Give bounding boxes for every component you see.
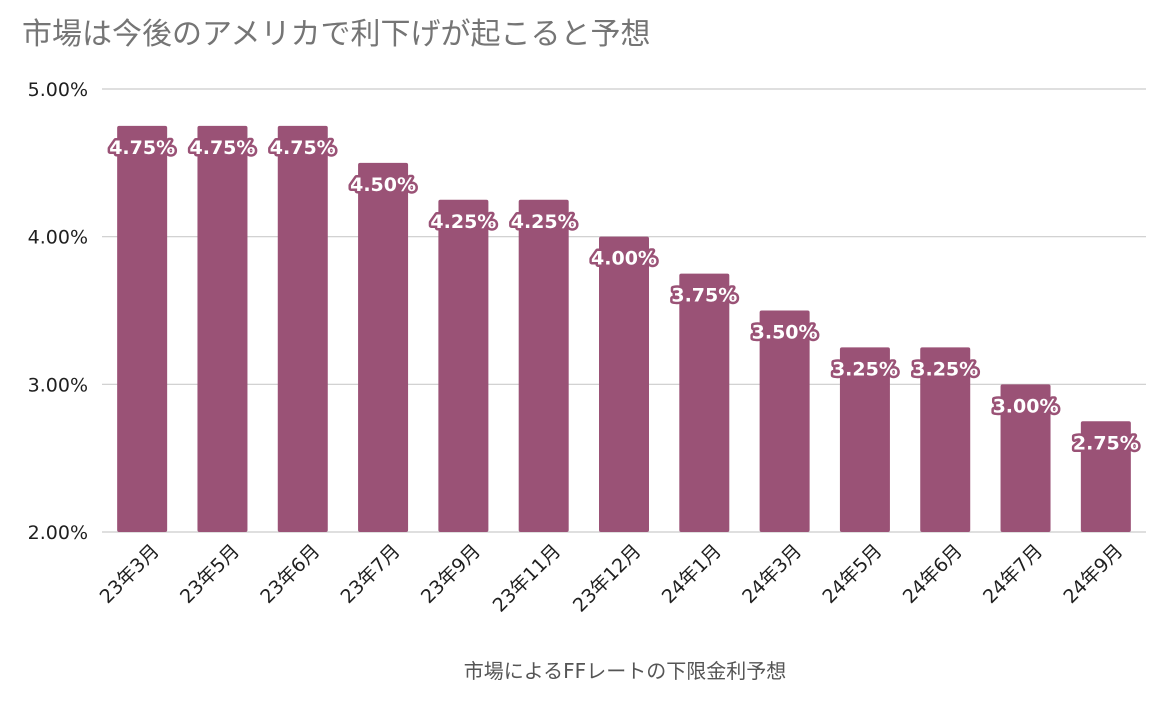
x-tick-label: 23年7月 bbox=[337, 540, 405, 608]
x-tick-label: 23年11月 bbox=[489, 540, 566, 617]
x-tick-label: 23年6月 bbox=[256, 540, 324, 608]
data-labels: 4.75% 4.75% 4.75% 4.50% 4.25% 4.25% 4.00% 3.75%… bbox=[107, 134, 1142, 456]
bar bbox=[1080, 421, 1131, 532]
bar bbox=[920, 347, 971, 532]
x-tick-label: 23年5月 bbox=[176, 540, 244, 608]
x-tick-label: 24年3月 bbox=[738, 540, 806, 608]
x-tick-label: 24年5月 bbox=[818, 540, 886, 608]
bar bbox=[277, 125, 328, 533]
data-label: 3.00% bbox=[993, 395, 1059, 417]
data-label: 3.25% bbox=[912, 358, 978, 380]
x-tick-label: 23年3月 bbox=[96, 540, 164, 608]
x-tick-label: 24年7月 bbox=[979, 540, 1047, 608]
data-label: 2.75% bbox=[1073, 432, 1139, 454]
data-label: 4.00% bbox=[591, 248, 657, 270]
chart-title: 市場は今後のアメリカで利下げが起こると予想 bbox=[22, 17, 651, 52]
bar bbox=[197, 125, 248, 533]
y-tick-label: 4.00% bbox=[28, 227, 88, 249]
data-label: 4.25% bbox=[511, 211, 577, 233]
bar bbox=[759, 310, 810, 532]
x-tick-label: 23年12月 bbox=[569, 540, 646, 617]
bar bbox=[518, 199, 569, 532]
x-axis-ticks: 23年3月 23年5月 23年6月 23年7月 23年9月 23年11月 23年12月 24年… bbox=[96, 540, 1128, 617]
y-tick-label: 5.00% bbox=[28, 79, 88, 101]
bar bbox=[117, 125, 168, 533]
bar bbox=[1000, 384, 1051, 532]
x-tick-label: 24年9月 bbox=[1059, 540, 1127, 608]
y-tick-label: 3.00% bbox=[28, 374, 88, 396]
bar bbox=[599, 236, 649, 532]
bars bbox=[117, 125, 1131, 533]
x-tick-label: 23年9月 bbox=[417, 540, 485, 608]
data-label: 3.50% bbox=[752, 322, 818, 344]
x-tick-label: 24年6月 bbox=[899, 540, 967, 608]
x-tick-label: 24年1月 bbox=[658, 540, 726, 608]
bar bbox=[358, 162, 409, 533]
y-tick-label: 2.00% bbox=[28, 522, 88, 544]
bar bbox=[438, 199, 489, 532]
data-label: 4.75% bbox=[190, 137, 256, 159]
x-axis-label: 市場によるFFレートの下限金利予想 bbox=[464, 659, 786, 683]
bar bbox=[839, 347, 890, 532]
bar bbox=[679, 273, 730, 532]
y-axis-ticks: 2.00% 3.00% 4.00% 5.00% bbox=[28, 79, 88, 544]
data-label: 4.75% bbox=[109, 137, 175, 159]
data-label: 3.75% bbox=[671, 285, 737, 307]
data-label: 3.25% bbox=[832, 358, 898, 380]
data-label: 4.50% bbox=[350, 174, 416, 196]
data-label: 4.75% bbox=[270, 137, 336, 159]
data-label: 4.25% bbox=[430, 211, 496, 233]
